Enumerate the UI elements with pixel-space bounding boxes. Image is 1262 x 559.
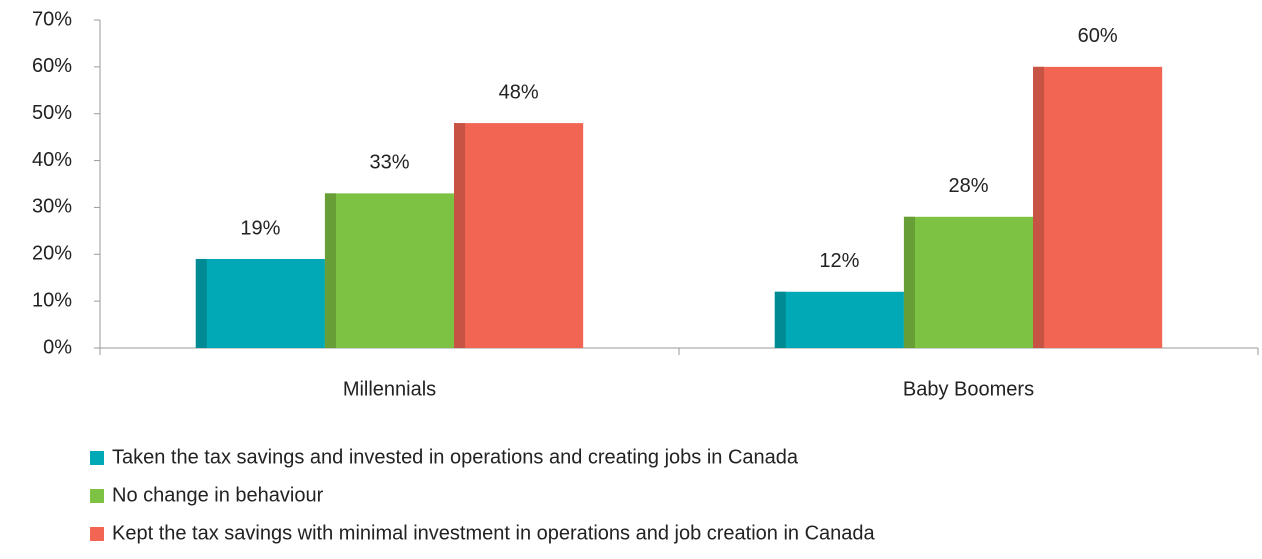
bar xyxy=(774,291,904,348)
bar-side xyxy=(195,258,207,348)
bar xyxy=(195,258,325,348)
legend-swatch xyxy=(90,527,104,541)
value-label: 19% xyxy=(240,217,280,239)
bar-side xyxy=(903,216,915,348)
bar-side xyxy=(454,123,466,348)
y-tick-label: 30% xyxy=(32,196,72,218)
value-label: 33% xyxy=(369,152,409,174)
y-tick-label: 20% xyxy=(32,243,72,265)
y-tick-label: 0% xyxy=(43,336,72,358)
legend-swatch xyxy=(90,489,104,503)
bar xyxy=(903,216,1034,348)
bar-side xyxy=(324,193,336,348)
legend-label: No change in behaviour xyxy=(112,484,324,506)
legend-swatch xyxy=(90,451,104,465)
value-label: 12% xyxy=(819,250,859,272)
y-tick-label: 60% xyxy=(32,55,72,77)
x-tick-label: Baby Boomers xyxy=(903,378,1034,400)
bar-side xyxy=(1033,66,1045,348)
y-tick-label: 50% xyxy=(32,102,72,124)
y-tick-label: 70% xyxy=(32,8,72,30)
x-tick-label: Millennials xyxy=(343,378,436,400)
value-label: 48% xyxy=(499,81,539,103)
bar xyxy=(324,193,455,348)
bar xyxy=(1033,66,1163,348)
value-label: 28% xyxy=(948,175,988,197)
bar xyxy=(454,123,584,348)
y-tick-label: 10% xyxy=(32,289,72,311)
y-tick-label: 40% xyxy=(32,149,72,171)
legend-label: Taken the tax savings and invested in op… xyxy=(112,446,799,468)
legend-label: Kept the tax savings with minimal invest… xyxy=(112,522,876,544)
value-label: 60% xyxy=(1078,25,1118,47)
bar-side xyxy=(774,291,786,348)
